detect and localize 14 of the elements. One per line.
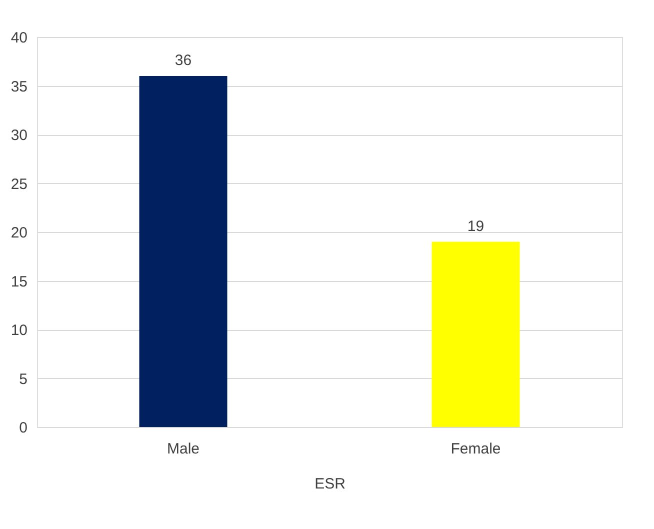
y-tick-label: 30: [10, 127, 28, 144]
data-label: 19: [467, 218, 484, 235]
x-tick-label: Male: [166, 440, 200, 458]
x-tick-label: Female: [450, 440, 501, 458]
y-tick-label: 25: [10, 176, 28, 193]
y-tick-label: 40: [10, 30, 28, 46]
y-tick-label: 35: [10, 78, 28, 96]
y-tick-label: 20: [10, 224, 28, 242]
data-label: 36: [174, 52, 192, 69]
y-tick-label: 10: [10, 322, 28, 339]
y-tick-label: 5: [19, 370, 28, 388]
y-tick-label: 0: [19, 420, 28, 436]
x-axis-title: ESR: [314, 476, 346, 492]
y-tick-label: 15: [10, 273, 28, 290]
